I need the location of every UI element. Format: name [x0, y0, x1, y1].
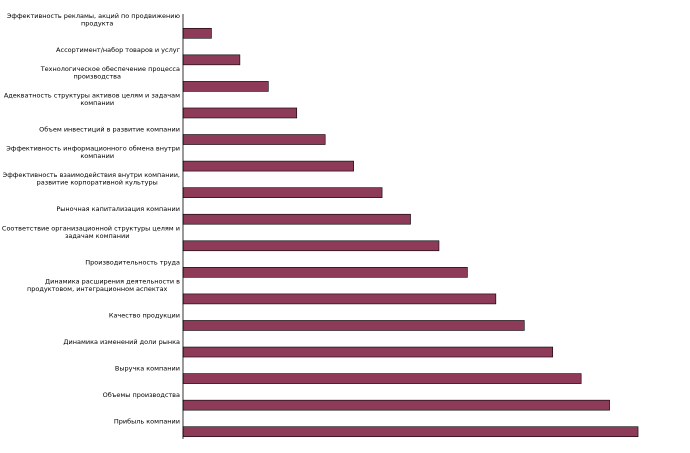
- bar-15: [182, 399, 610, 411]
- category-label-6: Эффективность информационного обмена вну…: [6, 145, 180, 161]
- category-label-16: Прибыль компании: [114, 418, 180, 426]
- bar-1: [182, 27, 212, 39]
- bar-8: [182, 213, 411, 225]
- category-label-11: Динамика расширения деятельности в продук…: [27, 277, 180, 293]
- category-label-3: Технологическое обеспечение процесса прои…: [40, 65, 180, 81]
- category-label-12: Качество продукции: [109, 311, 180, 319]
- bar-10: [182, 267, 468, 278]
- bar-11: [182, 293, 497, 305]
- bar-13: [182, 346, 554, 358]
- category-label-10: Производительность труда: [85, 258, 180, 266]
- bar-6: [182, 160, 354, 172]
- bar-7: [182, 187, 383, 198]
- category-label-9: Соответствие организационной структуры ц…: [2, 224, 180, 240]
- bars: [182, 27, 639, 438]
- bar-14: [182, 373, 582, 384]
- bar-2: [182, 54, 241, 66]
- category-label-2: Ассортимент/набор товаров и услуг: [56, 46, 181, 54]
- bar-5: [182, 134, 326, 145]
- category-label-13: Динамика изменений доли рынка: [63, 338, 180, 346]
- category-label-1: Эффективность рекламы, акций по продвиже…: [7, 12, 181, 28]
- bar-4: [182, 107, 298, 119]
- bar-12: [182, 320, 525, 331]
- bar-16: [182, 426, 639, 438]
- category-label-15: Объемы производства: [103, 391, 180, 399]
- category-label-5: Объем инвестиций в развитие компании: [39, 126, 180, 134]
- category-label-8: Рыночная капитализация компании: [56, 205, 180, 213]
- bar-3: [182, 81, 269, 92]
- category-label-7: Эффективность взаимодействия внутри комп…: [3, 171, 180, 187]
- bar-9: [182, 240, 440, 252]
- category-label-14: Выручка компании: [115, 365, 180, 373]
- category-label-4: Адекватность структуры активов целям и з…: [4, 91, 180, 107]
- category-labels: Эффективность рекламы, акций по продвиже…: [2, 12, 181, 426]
